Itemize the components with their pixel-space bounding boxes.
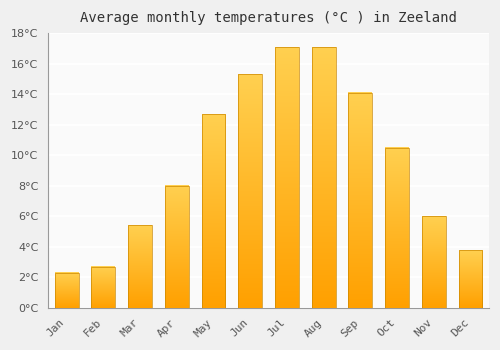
Title: Average monthly temperatures (°C ) in Zeeland: Average monthly temperatures (°C ) in Ze… [80,11,457,25]
Bar [165,186,188,308]
Bar [128,225,152,308]
Bar [385,148,409,308]
Bar [275,47,299,308]
Bar [92,267,115,308]
Bar [312,47,336,308]
Bar [54,273,78,308]
Bar [238,75,262,308]
Bar [458,250,482,308]
Bar [348,93,372,308]
Bar [202,114,226,308]
Bar [422,216,446,308]
